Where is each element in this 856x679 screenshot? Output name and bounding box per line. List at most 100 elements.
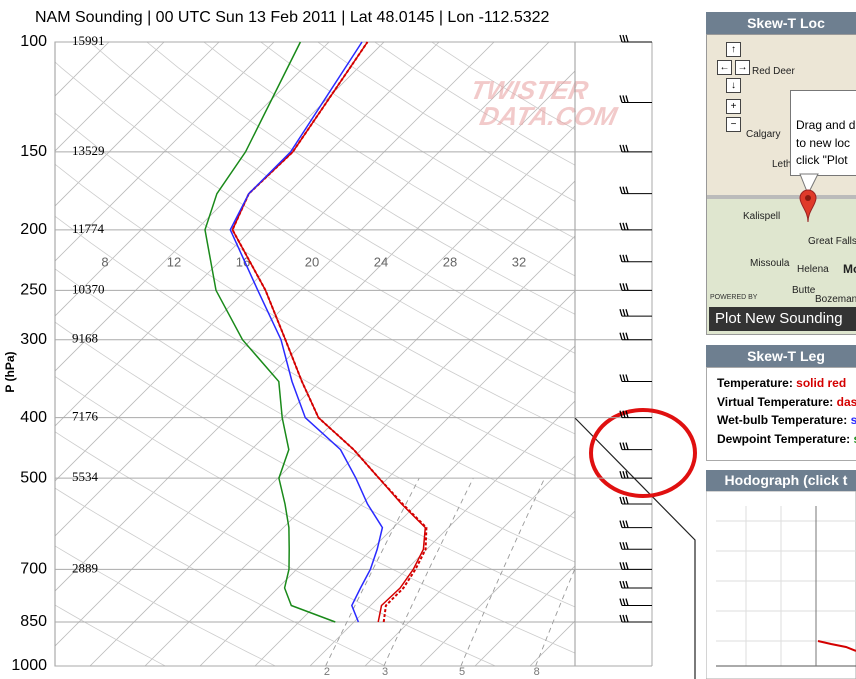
- barb-flag: [619, 598, 623, 606]
- barb-flag: [622, 410, 626, 418]
- pan-down[interactable]: ↓: [726, 78, 741, 93]
- barb-flag: [625, 562, 629, 570]
- isotherm: [55, 42, 165, 152]
- barb-flag: [622, 254, 626, 262]
- y-tick-label: 150: [20, 143, 47, 160]
- pan-up[interactable]: ↑: [726, 42, 741, 57]
- barb-flag: [619, 186, 623, 194]
- barb-flag: [625, 470, 629, 479]
- legend-style: s: [850, 413, 856, 427]
- barb-flag: [619, 254, 623, 262]
- profile-line: [229, 41, 384, 623]
- pan-left[interactable]: ←: [717, 60, 732, 75]
- zoom-out[interactable]: −: [726, 117, 741, 132]
- barb-flag: [622, 283, 626, 291]
- barb-flag: [625, 496, 629, 505]
- barb-flag: [619, 562, 623, 570]
- isotherm: [55, 42, 440, 427]
- legend-entry: Dewpoint Temperature: s: [717, 432, 856, 446]
- chart-title: NAM Sounding | 00 UTC Sun 13 Feb 2011 | …: [35, 9, 550, 26]
- mixing-ratio-line: [535, 567, 575, 666]
- barb-flag: [622, 222, 626, 231]
- barb-flag: [625, 283, 629, 291]
- barb-flag: [625, 222, 629, 231]
- y-tick-label: 500: [20, 469, 47, 486]
- barb-flag: [622, 332, 626, 340]
- isotherm: [55, 42, 275, 262]
- zoom-in[interactable]: +: [726, 99, 741, 114]
- panel-header: Hodograph (click t: [706, 470, 856, 491]
- barb-flag: [625, 542, 629, 550]
- barb-flag: [622, 34, 626, 43]
- barb-flag: [625, 614, 629, 623]
- isotherm: [55, 42, 220, 207]
- barb-flag: [625, 95, 629, 103]
- pan-right[interactable]: →: [735, 60, 750, 75]
- plot-button[interactable]: Plot New Sounding: [709, 307, 856, 331]
- legend-entry: Temperature: solid red: [717, 376, 847, 390]
- powered-by: POWERED BY: [710, 294, 758, 301]
- height-label: 10370: [72, 281, 105, 296]
- isotherm: [474, 565, 575, 666]
- y-tick-label: 100: [20, 33, 47, 50]
- legend-name: Wet-bulb Temperature: [717, 413, 844, 427]
- legend-name: Temperature: [717, 376, 789, 390]
- panel-header: Skew-T Leg: [706, 345, 856, 367]
- barb-flag: [625, 332, 629, 340]
- hodograph[interactable]: [706, 491, 856, 679]
- isotherm: [55, 42, 495, 482]
- barb-flag: [622, 308, 626, 317]
- city: Butte: [792, 285, 816, 296]
- city: Missoula: [750, 258, 790, 269]
- height-label: 13529: [72, 143, 105, 158]
- isotherm: [55, 125, 575, 647]
- mixing-ratio-line: [383, 477, 474, 666]
- profile-line: [204, 41, 336, 623]
- barb-flag: [622, 542, 626, 550]
- legend-entry: Virtual Temperature: das: [717, 394, 856, 409]
- isotherm: [144, 235, 575, 666]
- y-tick-label: 250: [20, 282, 47, 299]
- height-label: 11774: [72, 221, 105, 236]
- barb-flag: [619, 222, 623, 231]
- dry-adiabat: [260, 42, 575, 239]
- mixing-ratio-label: 3: [382, 666, 388, 678]
- popup-text: to new loc: [796, 136, 851, 150]
- barb-flag: [619, 614, 623, 623]
- isotherm-label: 20: [305, 254, 319, 269]
- popup-text: click "Plot: [796, 153, 848, 167]
- city: Leth: [772, 159, 792, 170]
- legend-entry: Wet-bulb Temperature: s: [717, 413, 856, 427]
- isotherm-label: 24: [374, 254, 388, 269]
- barb-flag: [625, 254, 629, 262]
- y-tick-label: 1000: [11, 657, 47, 674]
- mixing-ratio-label: 8: [534, 666, 540, 678]
- city: Calgary: [746, 129, 781, 140]
- boundary-line: [574, 417, 696, 679]
- isotherm: [627, 13, 700, 679]
- mixing-ratio-line: [325, 477, 420, 666]
- mixing-ratio-label: 2: [324, 666, 330, 678]
- barb-flag: [622, 95, 626, 103]
- isotherm: [254, 345, 575, 666]
- map-marker: [799, 173, 819, 223]
- barb-flag: [622, 614, 626, 623]
- barb-flag: [622, 442, 626, 450]
- popup: [790, 90, 856, 176]
- barb-flag: [619, 580, 623, 589]
- isotherm: [55, 70, 575, 592]
- isotherm: [309, 400, 575, 666]
- isotherm-label: 12: [167, 254, 181, 269]
- isotherm-label: 28: [443, 254, 457, 269]
- city: Helena: [797, 264, 829, 275]
- highlight-circle: [589, 408, 697, 498]
- y-tick-label: 200: [20, 221, 47, 238]
- y-tick-label: 700: [20, 561, 47, 578]
- barb-flag: [622, 144, 626, 153]
- y-axis-label: P (hPa): [3, 351, 17, 392]
- y-tick-label: 400: [20, 409, 47, 426]
- dry-adiabat: [55, 545, 277, 666]
- watermark: TWISTER DATA.COM: [468, 75, 621, 131]
- barb-flag: [619, 470, 623, 479]
